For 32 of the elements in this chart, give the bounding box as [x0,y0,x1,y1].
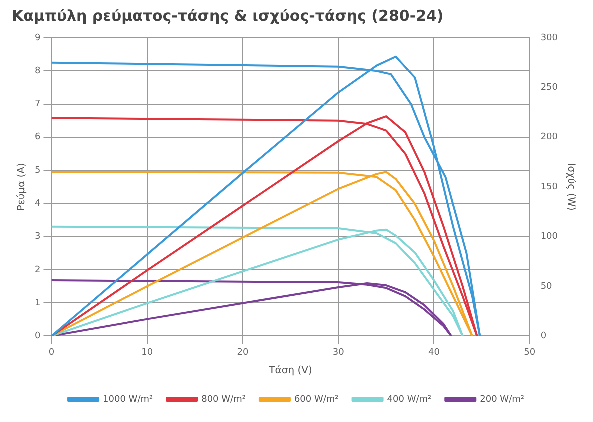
x-tick-label: 40 [428,348,440,358]
y2-tick-label: 250 [540,83,558,94]
y-tick-label: 2 [34,265,41,276]
y-tick-label: 3 [34,232,41,242]
y-axis-title: Ρεύμα (A) [16,163,28,212]
y-tick-label: 7 [34,100,41,110]
chart-title: Καμπύλη ρεύματος-τάσης & ισχύος-τάσης (280-24) [12,6,444,25]
y-tick-label: 4 [34,199,41,210]
y-tick-label: 9 [34,33,41,44]
y2-tick-label: 0 [540,332,547,342]
y2-tick-label: 200 [540,132,558,143]
x-axis-title: Τάση (V) [268,366,312,377]
y-tick-label: 6 [34,132,41,143]
y2-tick-label: 100 [540,232,558,242]
legend-label: 600 W/m² [294,394,340,405]
y-tick-label: 0 [34,332,41,342]
y2-tick-label: 150 [540,182,558,192]
legend-label: 400 W/m² [387,394,432,405]
legend-label: 1000 W/m² [103,394,154,405]
x-tick-label: 30 [332,348,345,358]
y-tick-label: 1 [34,298,41,308]
y2-tick-label: 300 [540,33,558,44]
legend-label: 800 W/m² [202,394,246,405]
x-tick-label: 10 [142,348,154,358]
x-tick-label: 20 [237,348,249,358]
x-tick-label: 0 [48,348,55,358]
y2-axis-title: Ισχύς (W) [565,163,576,211]
y2-tick-label: 50 [540,282,553,292]
x-tick-label: 50 [524,348,536,358]
legend-label: 200 W/m² [480,394,525,405]
y-tick-label: 5 [34,166,41,176]
y-tick-label: 8 [34,66,41,76]
